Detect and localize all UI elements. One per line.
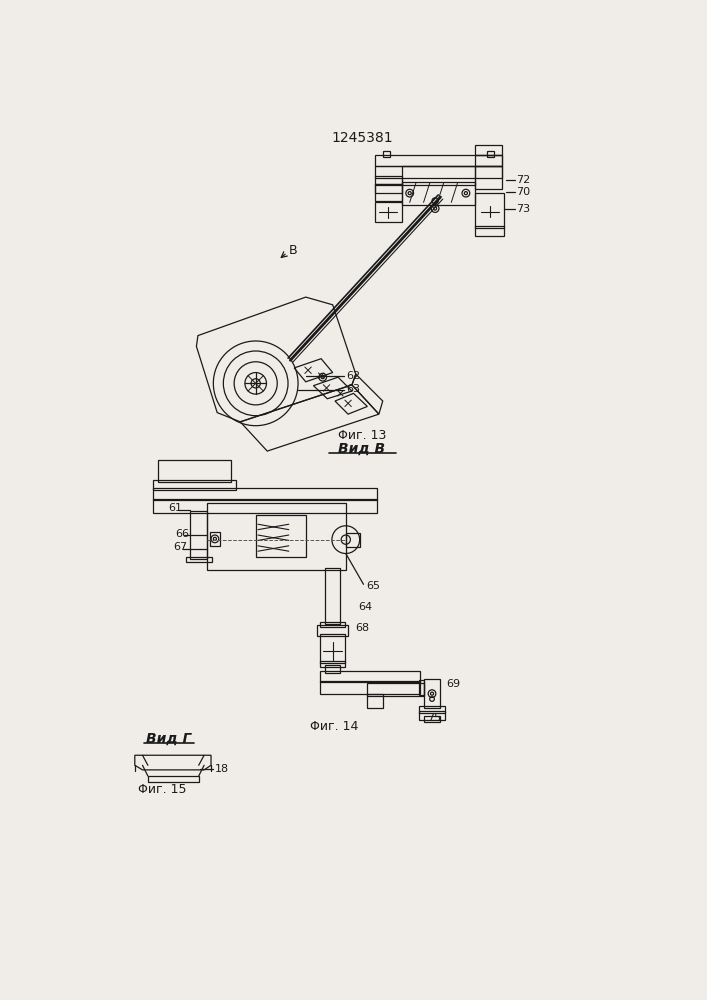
Bar [207, 503, 346, 570]
Bar [419, 706, 445, 713]
Bar [346, 533, 360, 547]
Text: Φиг. 13: Φиг. 13 [338, 429, 386, 442]
Bar [320, 671, 421, 682]
Bar [402, 182, 475, 205]
Bar [158, 460, 231, 482]
Bar [317, 625, 348, 636]
Text: 65: 65 [366, 581, 380, 591]
Bar [375, 176, 402, 185]
Bar [423, 679, 440, 708]
Bar [368, 683, 424, 696]
Bar [153, 480, 236, 490]
Text: 75: 75 [428, 713, 442, 723]
Bar [210, 532, 219, 546]
Bar [320, 622, 345, 627]
Bar [375, 166, 502, 178]
Bar [375, 184, 402, 193]
Text: 67: 67 [173, 542, 187, 552]
Text: 73: 73 [516, 204, 530, 214]
Text: 68: 68 [355, 623, 369, 633]
Text: Φиг. 14: Φиг. 14 [310, 720, 358, 733]
Bar [402, 166, 475, 185]
Bar [486, 151, 494, 157]
Bar [375, 155, 502, 166]
Text: 61: 61 [169, 503, 182, 513]
Bar [475, 155, 502, 166]
Bar [475, 145, 502, 155]
Text: 64: 64 [358, 602, 372, 612]
Bar [475, 193, 504, 228]
Bar [475, 166, 502, 189]
Text: Вид Г: Вид Г [146, 731, 191, 745]
Bar [419, 680, 423, 695]
Text: 69: 69 [446, 679, 460, 689]
Bar [153, 488, 377, 500]
Bar [325, 665, 340, 673]
Bar [375, 184, 402, 201]
Bar [320, 661, 345, 667]
Text: 63: 63 [346, 384, 360, 394]
Text: Φиг. 15: Φиг. 15 [138, 783, 187, 796]
Text: 62: 62 [346, 371, 360, 381]
Bar [186, 557, 212, 562]
Text: 66: 66 [175, 529, 189, 539]
Bar [320, 681, 421, 694]
Bar [382, 151, 390, 157]
Bar [423, 716, 440, 722]
Bar [320, 634, 345, 663]
Bar [368, 694, 382, 708]
Text: Вид В: Вид В [339, 442, 385, 456]
Text: B: B [288, 244, 298, 257]
Bar [153, 499, 377, 513]
Bar [375, 202, 402, 222]
Bar [190, 511, 207, 559]
Bar [419, 711, 445, 720]
Text: 70: 70 [516, 187, 530, 197]
Bar [256, 515, 305, 557]
Text: 1245381: 1245381 [331, 131, 393, 145]
Bar [325, 568, 340, 624]
Text: 18: 18 [215, 764, 229, 774]
Text: 72: 72 [516, 175, 530, 185]
Bar [475, 226, 504, 235]
